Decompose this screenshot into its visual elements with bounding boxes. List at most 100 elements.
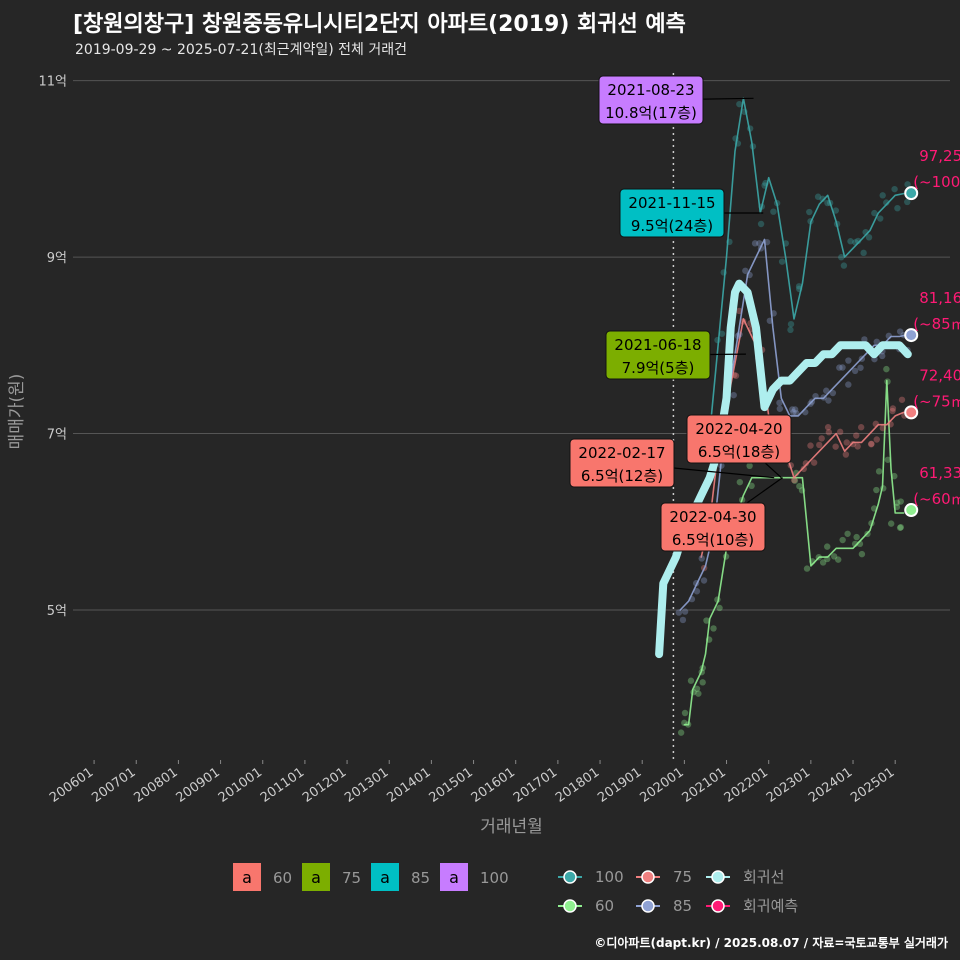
- annotation-box: [569, 438, 675, 488]
- scatter-point-85: [789, 406, 796, 413]
- scatter-point-100: [904, 181, 911, 188]
- scatter-point-75: [879, 424, 887, 432]
- scatter-point-60: [819, 559, 827, 566]
- scatter-point-60: [710, 625, 717, 632]
- chart-title: [창원의창구] 창원중동유니시티2단지 아파트(2019) 회귀선 예측: [73, 12, 686, 37]
- x-tick-label: 201201: [300, 765, 349, 806]
- x-tick-label: 202301: [764, 765, 813, 806]
- forecast-area-label: (~60㎡): [913, 490, 960, 508]
- scatter-point-75: [807, 442, 814, 449]
- x-tick-label: 201101: [258, 765, 307, 806]
- scatter-point-100: [736, 100, 743, 108]
- x-tick-label: 202401: [806, 765, 855, 806]
- scatter-point-85: [873, 338, 880, 346]
- scatter-point-100: [787, 326, 794, 334]
- scatter-point-85: [790, 409, 797, 416]
- scatter-point-60: [897, 498, 904, 505]
- scatter-point-85: [825, 397, 832, 404]
- legend-line-marker: [711, 899, 725, 913]
- scatter-point-100: [819, 195, 826, 203]
- forecast-area-label: (~100㎡): [913, 173, 960, 191]
- legend-line-marker: [563, 870, 577, 884]
- annotation-text: 6.5억(12층): [581, 467, 663, 485]
- x-tick-label: 202201: [722, 765, 771, 806]
- annotation-text: 6.5억(18층): [698, 443, 780, 461]
- scatter-point-60: [687, 677, 695, 684]
- annotation-text: 9.5억(24층): [631, 217, 713, 235]
- annotation-box: [619, 188, 725, 238]
- legend-label-swatch: [302, 863, 330, 891]
- scatter-point-100: [891, 185, 898, 193]
- legend-line-marker: [711, 870, 725, 884]
- scatter-point-75: [873, 436, 880, 443]
- scatter-point-75: [857, 424, 865, 431]
- legend-line-name: 60: [595, 897, 614, 915]
- legend-line-name: 75: [673, 868, 692, 886]
- annotation-text: 7.9억(5층): [622, 359, 695, 377]
- annotation-date: 2022-02-17: [578, 444, 665, 462]
- scatter-point-75: [889, 405, 897, 412]
- scatter-point-75: [843, 439, 850, 446]
- scatter-point-60: [839, 536, 846, 544]
- scatter-point-100: [877, 215, 884, 222]
- scatter-point-85: [845, 357, 852, 364]
- y-tick-label: 9억: [47, 251, 67, 266]
- legend-line-marker: [563, 899, 577, 913]
- forecast-value-label: 61,333: [919, 464, 960, 482]
- scatter-point-75: [832, 443, 839, 450]
- scatter-point-75: [836, 428, 844, 436]
- scatter-point-85: [730, 391, 737, 399]
- legend-label-swatch: [440, 863, 468, 891]
- forecast-point: [904, 186, 919, 201]
- x-tick-label: 200701: [89, 765, 138, 806]
- scatter-point-60: [748, 482, 755, 490]
- legend-line-name: 85: [673, 897, 692, 915]
- scatter-point-100: [871, 209, 878, 217]
- scatter-point-60: [693, 685, 701, 692]
- scatter-point-85: [681, 608, 689, 615]
- legend-line-name: 회귀예측: [743, 897, 798, 915]
- scatter-point-60: [736, 478, 744, 486]
- scatter-point-75: [868, 440, 875, 447]
- scatter-point-60: [824, 543, 831, 550]
- annotation-date: 2021-06-18: [614, 336, 701, 354]
- scatter-point-85: [823, 387, 830, 394]
- scatter-point-85: [791, 406, 799, 413]
- scatter-point-60: [887, 520, 895, 527]
- scatter-point-100: [883, 199, 890, 206]
- x-tick-label: 200901: [174, 765, 223, 806]
- annotation-date: 2022-04-20: [695, 420, 782, 438]
- scatter-point-60: [875, 468, 883, 475]
- x-tick-label: 201501: [427, 765, 476, 806]
- scatter-point-85: [896, 328, 904, 335]
- scatter-point-60: [803, 565, 811, 572]
- scatter-point-85: [751, 240, 759, 247]
- scatter-point-60: [884, 456, 892, 463]
- scatter-point-100: [718, 330, 726, 337]
- scatter-point-100: [865, 234, 873, 241]
- annotation-text: 10.8억(17층): [605, 104, 697, 122]
- scatter-point-75: [818, 435, 825, 442]
- legend-line-marker: [641, 870, 655, 884]
- scatter-point-100: [757, 220, 765, 228]
- legend-line-name: 100: [595, 868, 624, 886]
- annotation-text: 6.5억(10층): [672, 531, 754, 549]
- scatter-point-85: [836, 364, 843, 371]
- x-tick-label: 201901: [595, 765, 644, 806]
- series-line-75: [700, 318, 905, 558]
- scatter-point-100: [847, 238, 854, 245]
- scatter-point-75: [810, 459, 818, 466]
- legend-label-name: 100: [480, 869, 509, 887]
- x-tick-label: 201801: [553, 765, 602, 806]
- forecast-value-label: 81,162: [919, 289, 960, 307]
- x-tick-label: 200801: [131, 765, 180, 806]
- legend-label-glyph: a: [242, 868, 252, 887]
- x-tick-label: 201701: [511, 765, 560, 806]
- forecast-area-label: (~75㎡): [913, 392, 960, 410]
- legend-label-glyph: a: [311, 868, 321, 887]
- scatter-point-85: [693, 588, 701, 595]
- scatter-point-100: [778, 258, 786, 265]
- scatter-point-75: [732, 372, 740, 379]
- scatter-point-85: [698, 555, 705, 562]
- scatter-point-85: [756, 240, 763, 247]
